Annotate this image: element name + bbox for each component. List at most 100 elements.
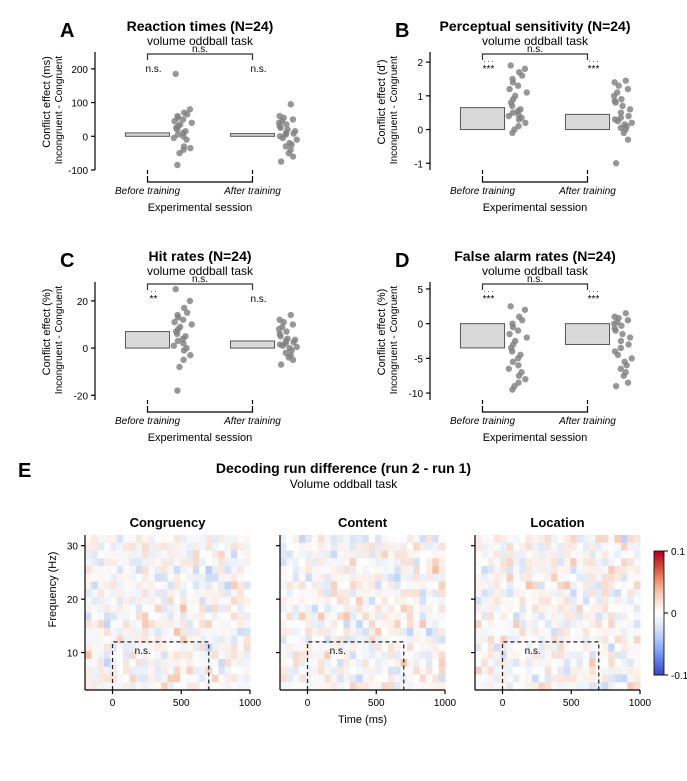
data-point	[522, 307, 528, 313]
data-point	[512, 93, 518, 99]
svg-text:2: 2	[417, 58, 423, 69]
y-axis-label: Conflict effect (ms)	[41, 43, 53, 161]
data-point	[623, 310, 629, 316]
data-point	[507, 62, 513, 68]
data-point	[182, 333, 188, 339]
bar	[460, 324, 504, 348]
data-point	[522, 376, 528, 382]
data-point	[187, 298, 193, 304]
heatmap: n.s.10203005001000	[85, 535, 250, 690]
x-axis-label: Experimental session	[95, 432, 305, 444]
panel-title: Hit rates (N=24)	[85, 248, 315, 264]
category-label: Before training	[115, 186, 180, 197]
data-point	[292, 337, 298, 343]
svg-text:-5: -5	[414, 354, 423, 365]
svg-text:***: ***	[588, 64, 600, 75]
y-axis-sublabel: Incongruent - Congruent	[389, 281, 400, 399]
data-point	[176, 364, 182, 370]
data-point	[629, 120, 635, 126]
data-point	[181, 143, 187, 149]
data-point	[181, 305, 187, 311]
data-point	[629, 355, 635, 361]
category-label: Before training	[450, 186, 515, 197]
x-axis-label: Experimental session	[430, 432, 640, 444]
data-point	[515, 362, 521, 368]
y-axis-label: Conflict effect (%)	[376, 273, 388, 391]
panel-title: Decoding run difference (run 2 - run 1)	[0, 460, 687, 476]
svg-text:1: 1	[417, 92, 423, 103]
data-point	[174, 312, 180, 318]
data-point	[524, 334, 530, 340]
svg-text:0.1: 0.1	[671, 547, 685, 558]
svg-text:n.s.: n.s.	[250, 64, 266, 75]
panel-title: Perceptual sensitivity (N=24)	[420, 18, 650, 34]
bar	[125, 332, 169, 349]
data-point	[618, 96, 624, 102]
data-point	[506, 331, 512, 337]
data-point	[187, 145, 193, 151]
sig-label: n.s.	[525, 646, 541, 657]
x-axis-label: Experimental session	[95, 202, 305, 214]
svg-text:-0.1: -0.1	[671, 671, 687, 682]
svg-text:5: 5	[417, 285, 423, 296]
data-point	[189, 321, 195, 327]
data-point	[522, 66, 528, 72]
data-point	[276, 317, 282, 323]
svg-text:30: 30	[67, 542, 79, 553]
sig-label: n.s.	[135, 646, 151, 657]
data-point	[612, 116, 618, 122]
data-point	[625, 113, 631, 119]
data-point	[276, 113, 282, 119]
data-point	[623, 77, 629, 83]
bar	[125, 133, 169, 136]
svg-text:-20: -20	[74, 391, 89, 402]
panel-letter: A	[60, 20, 74, 43]
bar	[565, 324, 609, 345]
data-point	[174, 113, 180, 119]
panel-letter: D	[395, 250, 409, 273]
category-label: After training	[558, 186, 616, 197]
svg-text:***: ***	[483, 64, 495, 75]
y-axis-sublabel: Incongruent - Congruent	[54, 281, 65, 399]
svg-text:100: 100	[71, 99, 88, 110]
svg-text:500: 500	[368, 698, 385, 709]
heatmap-title: Congruency	[75, 515, 260, 530]
heatmap-title: Content	[270, 515, 455, 530]
svg-text:0: 0	[500, 698, 506, 709]
heatmap: n.s.05001000	[475, 535, 640, 690]
data-point	[618, 109, 624, 115]
colorbar: -0.100.1	[654, 551, 687, 675]
data-point	[614, 89, 620, 95]
data-point	[187, 106, 193, 112]
data-point	[506, 86, 512, 92]
data-point	[613, 160, 619, 166]
data-point	[621, 359, 627, 365]
data-point	[515, 123, 521, 129]
data-point	[625, 317, 631, 323]
data-point	[278, 158, 284, 164]
svg-text:n.s.: n.s.	[250, 294, 266, 305]
data-point	[512, 338, 518, 344]
data-point	[517, 352, 523, 358]
svg-text:500: 500	[173, 698, 190, 709]
svg-text:n.s.: n.s.	[527, 44, 543, 55]
data-point	[627, 106, 633, 112]
y-axis-label: Frequency (Hz)	[47, 512, 59, 667]
sig-label: n.s.	[330, 646, 346, 657]
y-axis-sublabel: Incongruent - Congruent	[54, 51, 65, 169]
data-point	[177, 324, 183, 330]
bar	[230, 341, 274, 348]
data-point	[619, 103, 625, 109]
data-point	[290, 116, 296, 122]
data-point	[172, 286, 178, 292]
data-point	[524, 89, 530, 95]
svg-text:-10: -10	[409, 389, 424, 400]
svg-text:-1: -1	[414, 159, 423, 170]
data-point	[509, 320, 515, 326]
data-point	[507, 303, 513, 309]
panel-letter: C	[60, 250, 74, 273]
data-point	[288, 101, 294, 107]
data-point	[182, 128, 188, 134]
y-axis-label: Conflict effect (d')	[376, 43, 388, 161]
svg-text:500: 500	[563, 698, 580, 709]
